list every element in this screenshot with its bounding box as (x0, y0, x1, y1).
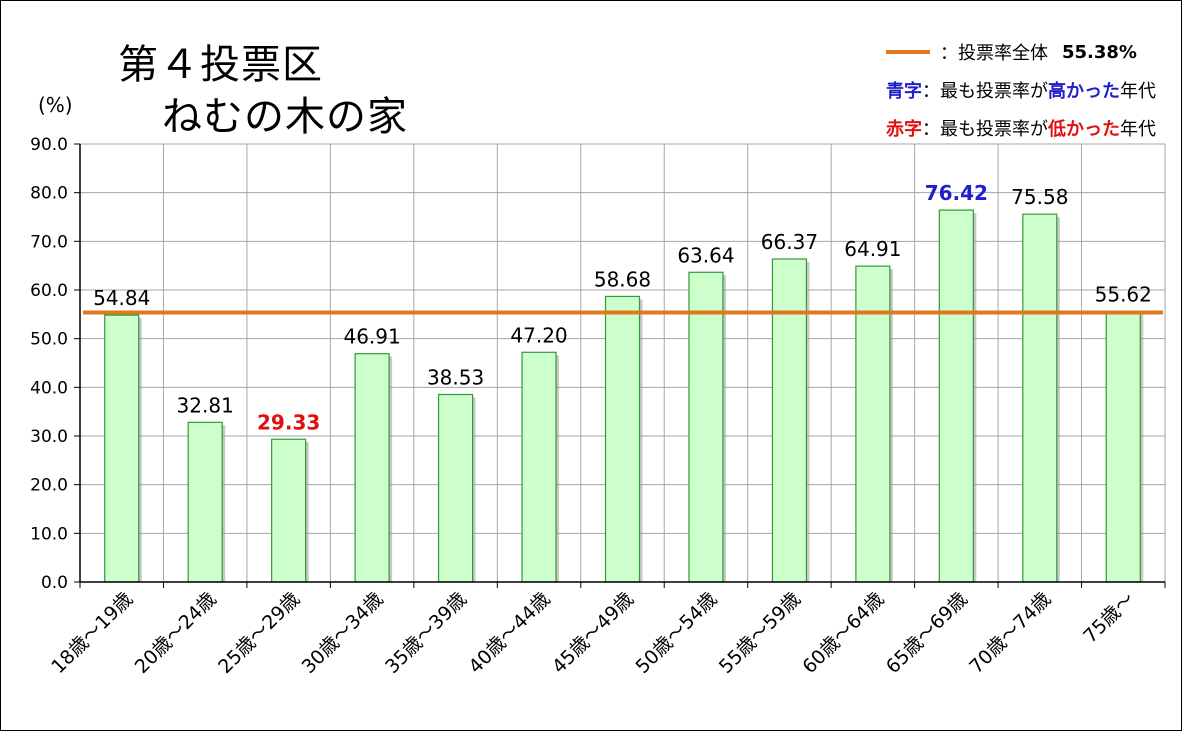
legend-red-prefix: ：最も投票率が (922, 119, 1048, 140)
x-tick-label: 25歳～29歳 (214, 588, 304, 678)
bar (437, 393, 474, 583)
y-tick-label: 0.0 (41, 573, 68, 593)
x-tick-label: 20歳～24歳 (131, 588, 221, 678)
y-tick-label: 50.0 (30, 330, 68, 350)
bar-value-label: 29.33 (257, 410, 320, 434)
bar (187, 421, 223, 583)
bar (688, 271, 724, 583)
y-axis-unit-label: (%) (38, 93, 73, 117)
legend-red-suffix: 年代 (1120, 119, 1156, 140)
chart-title-line1: 第４投票区 (118, 42, 323, 88)
legend-row-overall: ：投票率全体 55.38% (886, 33, 1156, 71)
bar-value-label: 66.37 (761, 230, 818, 254)
bar-value-label: 47.20 (510, 323, 567, 347)
bar-value-label: 76.42 (925, 181, 988, 205)
y-tick-label: 90.0 (30, 135, 68, 155)
legend-red-emph: 低かった (1048, 119, 1120, 140)
bar-value-label: 46.91 (343, 325, 400, 349)
legend-blue-prefix: ：最も投票率が (922, 81, 1048, 102)
bar (771, 258, 808, 583)
bar-value-label: 64.91 (844, 237, 901, 261)
x-tick-label: 55歳～59歳 (715, 588, 805, 678)
legend-overall-value: 55.38% (1062, 41, 1137, 63)
x-tick-label: 30歳～34歳 (298, 588, 388, 678)
bar-value-label: 75.58 (1011, 185, 1068, 209)
bar-value-label: 38.53 (427, 365, 484, 389)
legend-blue-suffix: 年代 (1120, 81, 1156, 102)
legend-overall-label: ：投票率全体 (940, 43, 1048, 64)
y-tick-label: 10.0 (30, 524, 68, 544)
x-tick-label: 75歳～ (1079, 588, 1139, 648)
bar-value-label: 54.84 (93, 286, 150, 310)
bar (104, 314, 140, 583)
bar (938, 209, 974, 583)
y-tick-label: 60.0 (30, 281, 68, 301)
legend-blue-key: 青字 (886, 81, 922, 102)
chart-title-line2: ねむの木の家 (162, 94, 408, 140)
bar (604, 295, 641, 583)
bar-value-label: 32.81 (177, 393, 234, 417)
x-tick-label: 60歳～64歳 (798, 588, 888, 678)
legend-row-highest: 青字 ：最も投票率が 高かった 年代 (886, 71, 1156, 109)
y-tick-label: 30.0 (30, 427, 68, 447)
bar (271, 438, 307, 583)
bar-value-label: 58.68 (594, 267, 651, 291)
x-tick-label: 18歳～19歳 (47, 588, 137, 678)
y-tick-label: 80.0 (30, 184, 68, 204)
x-tick-label: 50歳～54歳 (631, 588, 721, 678)
bar (855, 265, 891, 583)
x-tick-label: 65歳～69歳 (882, 588, 972, 678)
bar-value-label: 55.62 (1095, 282, 1152, 306)
bar (521, 351, 557, 583)
legend: ：投票率全体 55.38% 青字 ：最も投票率が 高かった 年代 赤字 ：最も投… (886, 33, 1156, 147)
bar-value-label: 63.64 (677, 243, 734, 267)
bar (1022, 213, 1058, 583)
legend-reference-line-swatch (886, 50, 930, 54)
x-tick-label: 70歳～74歳 (965, 588, 1055, 678)
y-tick-label: 40.0 (30, 378, 68, 398)
x-tick-label: 40歳～44歳 (465, 588, 555, 678)
x-tick-label: 45歳～49歳 (548, 588, 638, 678)
bar (354, 353, 390, 583)
y-tick-label: 20.0 (30, 476, 68, 496)
x-tick-label: 35歳～39歳 (381, 588, 471, 678)
y-tick-label: 70.0 (30, 232, 68, 252)
legend-blue-emph: 高かった (1048, 81, 1120, 102)
legend-red-key: 赤字 (886, 119, 922, 140)
legend-row-lowest: 赤字 ：最も投票率が 低かった 年代 (886, 109, 1156, 147)
bar (1105, 310, 1141, 583)
